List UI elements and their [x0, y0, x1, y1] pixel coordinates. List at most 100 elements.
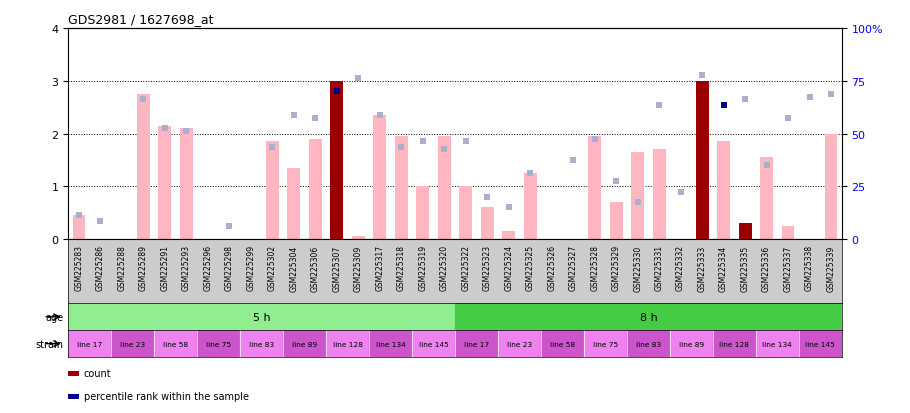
Text: GSM225332: GSM225332 — [676, 244, 685, 291]
Text: line 83: line 83 — [249, 341, 274, 347]
Text: GSM225333: GSM225333 — [698, 244, 706, 291]
Text: GSM225296: GSM225296 — [204, 244, 212, 291]
Bar — [541, 330, 584, 357]
Text: GSM225317: GSM225317 — [375, 244, 384, 291]
Text: line 83: line 83 — [636, 341, 661, 347]
Bar — [632, 153, 644, 240]
Text: GSM225328: GSM225328 — [591, 244, 599, 291]
Text: GSM225335: GSM225335 — [741, 244, 750, 291]
Bar — [352, 237, 365, 240]
Text: line 75: line 75 — [206, 341, 231, 347]
Bar — [824, 134, 837, 240]
Text: percentile rank within the sample: percentile rank within the sample — [84, 391, 248, 401]
Bar — [760, 158, 773, 240]
Text: line 145: line 145 — [805, 341, 835, 347]
Text: GSM225324: GSM225324 — [504, 244, 513, 291]
Text: GSM225320: GSM225320 — [440, 244, 449, 291]
Text: GSM225304: GSM225304 — [289, 244, 298, 291]
Bar — [266, 142, 278, 240]
Text: 8 h: 8 h — [640, 312, 657, 322]
Text: GSM225318: GSM225318 — [397, 244, 406, 291]
Bar — [308, 140, 322, 240]
Text: GSM225336: GSM225336 — [762, 244, 771, 291]
Bar — [588, 137, 602, 240]
Bar — [756, 330, 799, 357]
Bar — [288, 169, 300, 240]
Bar — [782, 226, 794, 240]
Text: line 17: line 17 — [77, 341, 102, 347]
Text: line 17: line 17 — [464, 341, 489, 347]
Text: GSM225306: GSM225306 — [311, 244, 319, 291]
Text: GSM225309: GSM225309 — [354, 244, 363, 291]
Bar — [330, 82, 343, 240]
Text: line 58: line 58 — [550, 341, 575, 347]
Bar — [68, 304, 455, 330]
Bar — [240, 330, 283, 357]
Text: GSM225291: GSM225291 — [160, 244, 169, 291]
Text: GDS2981 / 1627698_at: GDS2981 / 1627698_at — [68, 13, 214, 26]
Text: GSM225319: GSM225319 — [419, 244, 428, 291]
Bar — [197, 330, 240, 357]
Text: line 58: line 58 — [163, 341, 188, 347]
Text: GSM225337: GSM225337 — [784, 244, 793, 291]
Bar — [455, 330, 498, 357]
Bar — [158, 126, 171, 240]
Text: GSM225327: GSM225327 — [569, 244, 578, 291]
Text: line 89: line 89 — [292, 341, 318, 347]
Text: line 145: line 145 — [419, 341, 449, 347]
Bar — [460, 187, 472, 240]
Text: GSM225289: GSM225289 — [139, 244, 148, 291]
Bar — [610, 203, 622, 240]
Text: count: count — [84, 368, 111, 378]
Text: GSM225323: GSM225323 — [482, 244, 491, 291]
Bar — [68, 330, 111, 357]
Text: GSM225298: GSM225298 — [225, 244, 234, 291]
Bar — [395, 137, 408, 240]
Text: age: age — [46, 312, 64, 322]
Bar — [498, 330, 541, 357]
Text: GSM225299: GSM225299 — [247, 244, 256, 291]
Text: GSM225283: GSM225283 — [75, 244, 84, 291]
Text: line 75: line 75 — [592, 341, 618, 347]
Bar — [524, 174, 537, 240]
Bar — [412, 330, 455, 357]
Text: GSM225330: GSM225330 — [633, 244, 642, 291]
Text: line 134: line 134 — [763, 341, 793, 347]
Text: GSM225286: GSM225286 — [96, 244, 105, 291]
Bar — [137, 95, 150, 240]
Text: GSM225331: GSM225331 — [654, 244, 663, 291]
Text: line 23: line 23 — [507, 341, 532, 347]
Bar — [652, 150, 665, 240]
Bar — [502, 232, 515, 240]
Bar — [799, 330, 842, 357]
Text: GSM225322: GSM225322 — [461, 244, 470, 291]
Text: GSM225325: GSM225325 — [526, 244, 535, 291]
Bar — [739, 224, 752, 240]
Bar — [73, 216, 86, 240]
Bar — [584, 330, 627, 357]
Text: 5 h: 5 h — [253, 312, 270, 322]
Bar — [373, 116, 386, 240]
Bar — [369, 330, 412, 357]
Text: GSM225338: GSM225338 — [805, 244, 814, 291]
Bar — [154, 330, 197, 357]
Text: line 89: line 89 — [679, 341, 704, 347]
Text: line 134: line 134 — [376, 341, 406, 347]
Bar — [455, 304, 842, 330]
Bar — [416, 187, 430, 240]
Text: strain: strain — [35, 339, 64, 349]
Bar — [670, 330, 713, 357]
Text: GSM225334: GSM225334 — [719, 244, 728, 291]
Bar — [283, 330, 326, 357]
Bar — [180, 129, 193, 240]
Text: GSM225339: GSM225339 — [826, 244, 835, 291]
Bar — [627, 330, 670, 357]
Bar — [480, 208, 493, 240]
Bar — [695, 82, 709, 240]
Text: GSM225307: GSM225307 — [332, 244, 341, 291]
Text: line 128: line 128 — [332, 341, 362, 347]
Text: GSM225293: GSM225293 — [182, 244, 191, 291]
Bar — [438, 137, 450, 240]
Text: GSM225326: GSM225326 — [547, 244, 556, 291]
Text: GSM225288: GSM225288 — [117, 244, 126, 290]
